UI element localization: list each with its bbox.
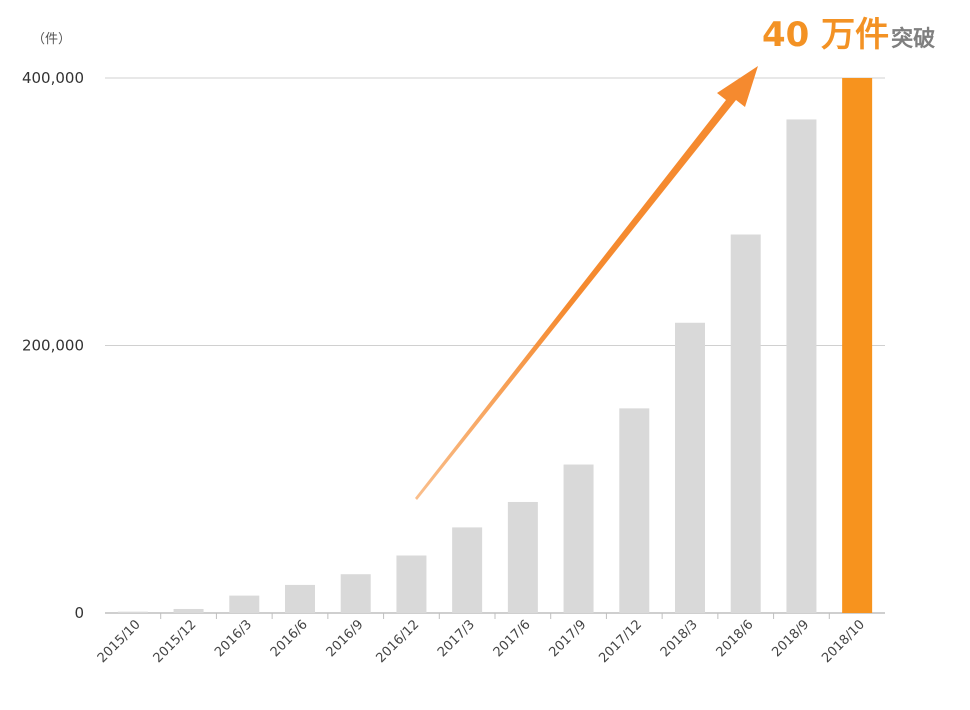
y-tick-label: 200,000	[22, 337, 84, 355]
bar	[786, 119, 817, 614]
bar	[563, 464, 594, 613]
bar	[730, 234, 761, 614]
x-tick-label: 2016/9	[324, 617, 367, 660]
bar	[396, 555, 427, 613]
headline-suffix: 突破	[891, 26, 935, 52]
x-tick-label: 2018/6	[714, 617, 757, 660]
x-tick-label: 2017/12	[596, 617, 645, 666]
bar	[507, 501, 538, 613]
bar	[285, 584, 315, 613]
bar	[117, 611, 148, 613]
bar	[619, 408, 650, 613]
y-tick-label: 0	[74, 604, 84, 622]
x-tick-label: 2018/9	[769, 617, 812, 660]
growth-arrow	[415, 66, 758, 500]
x-tick-label: 2017/6	[491, 617, 534, 660]
bar	[675, 322, 705, 613]
x-tick-label: 2015/10	[95, 617, 144, 666]
y-tick-label: 400,000	[22, 69, 84, 87]
headline-number: 40 万件	[762, 15, 889, 55]
x-tick-label: 2016/3	[212, 617, 255, 660]
x-tick-label: 2015/12	[151, 617, 200, 666]
x-tick-label: 2018/3	[658, 617, 701, 660]
x-tick-label: 2018/10	[819, 617, 868, 666]
gridlines	[105, 77, 885, 619]
x-tick-label: 2017/9	[546, 617, 589, 660]
x-tick-label: 2016/12	[373, 617, 422, 666]
y-tick-labels: 0 200,000 400,000	[22, 69, 84, 622]
x-tick-label: 2017/3	[435, 617, 478, 660]
bars	[117, 78, 873, 614]
x-tick-labels: 2015/10 2015/12 2016/3 2016/6 2016/9 2016/12 2…	[95, 617, 868, 666]
bar	[452, 527, 483, 613]
bar	[229, 595, 260, 613]
bar	[340, 574, 371, 613]
y-unit-label: （件）	[32, 32, 71, 47]
x-tick-label: 2016/6	[268, 617, 311, 660]
headline-annotation: 40 万件突破	[762, 15, 935, 55]
highlight-bar	[842, 78, 873, 613]
bar	[173, 608, 204, 613]
